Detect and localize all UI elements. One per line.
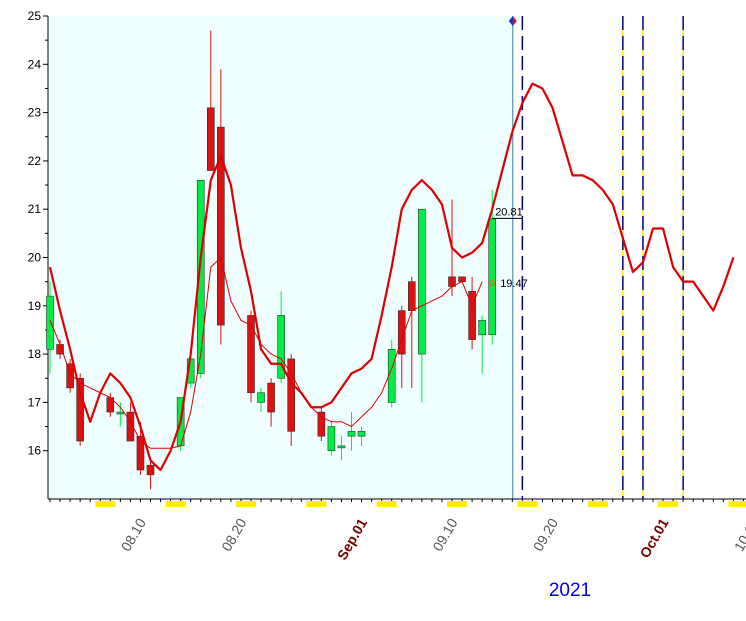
y-tick-label: 23 <box>28 106 42 120</box>
candle-down <box>407 281 416 311</box>
y-tick-label: 19 <box>28 299 42 313</box>
candle-up <box>478 319 486 336</box>
candle-down <box>267 382 275 413</box>
candle-up <box>347 431 356 437</box>
candle-down <box>66 363 74 389</box>
diamond-marker-left <box>508 16 513 26</box>
x-tick-label: 09.10 <box>429 515 460 554</box>
value-label: 19.47 <box>500 278 528 290</box>
weekend-marker <box>738 501 746 507</box>
weekend-marker <box>587 501 598 507</box>
weekend-marker <box>316 501 327 507</box>
weekend-marker <box>457 501 468 507</box>
price-level-label: 20.81 <box>495 206 523 218</box>
candle-up <box>327 426 336 451</box>
weekend-marker <box>668 501 679 507</box>
candle-down <box>287 358 296 432</box>
weekend-marker <box>235 501 246 507</box>
x-tick-label: Oct.01 <box>636 515 671 560</box>
weekend-marker <box>728 501 739 507</box>
candle-up <box>488 218 497 336</box>
candle-down <box>146 464 155 476</box>
weekend-marker <box>597 501 608 507</box>
history-background <box>48 16 513 499</box>
candle-up <box>357 431 366 437</box>
candle-down <box>397 310 406 355</box>
weekend-marker <box>246 501 256 507</box>
candle-down <box>247 315 255 394</box>
weekend-marker <box>306 501 317 507</box>
y-tick-label: 17 <box>28 395 42 409</box>
weekend-marker <box>175 501 186 507</box>
weekend-marker <box>376 501 387 507</box>
weekend-marker <box>165 501 176 507</box>
candle-up <box>116 411 125 415</box>
candle-down <box>468 291 476 340</box>
y-tick-label: 18 <box>28 347 42 361</box>
weekend-marker <box>658 501 669 507</box>
value-marker <box>489 280 496 287</box>
candle-up <box>196 179 205 374</box>
x-tick-label: Sep.01 <box>334 515 371 562</box>
forecast-line <box>48 82 735 472</box>
candle-down <box>136 435 145 471</box>
weekend-marker <box>517 501 528 507</box>
candle-down <box>458 276 466 282</box>
diamond-marker-right <box>512 16 517 26</box>
candle-up <box>337 445 346 449</box>
x-tick-label: 10.10 <box>731 515 746 554</box>
weekend-marker <box>447 501 457 507</box>
y-tick-label: 24 <box>28 57 42 71</box>
y-tick-label: 21 <box>28 202 42 216</box>
x-tick-label: 08.20 <box>218 515 249 554</box>
y-tick-label: 25 <box>28 9 42 23</box>
candle-up <box>257 392 265 403</box>
candle-down <box>126 411 135 442</box>
year-label: 2021 <box>549 580 591 601</box>
y-tick-label: 16 <box>28 444 42 458</box>
candle-up <box>277 315 285 379</box>
weekend-marker <box>105 501 116 507</box>
weekend-marker <box>386 501 397 507</box>
weekend-marker <box>527 501 538 507</box>
candle-down <box>217 126 225 326</box>
weekend-marker <box>95 501 106 507</box>
candle-down <box>207 107 215 171</box>
candle-up <box>46 295 54 350</box>
x-tick-label: 09.20 <box>530 515 561 554</box>
y-tick-label: 20 <box>28 251 42 265</box>
x-tick-label: 08.10 <box>118 515 149 554</box>
candle-up <box>418 208 426 355</box>
candle-up <box>387 348 396 403</box>
candle-down <box>76 377 84 442</box>
candle-down <box>317 411 326 437</box>
y-tick-label: 22 <box>28 154 42 168</box>
moving-average-line <box>49 257 483 449</box>
